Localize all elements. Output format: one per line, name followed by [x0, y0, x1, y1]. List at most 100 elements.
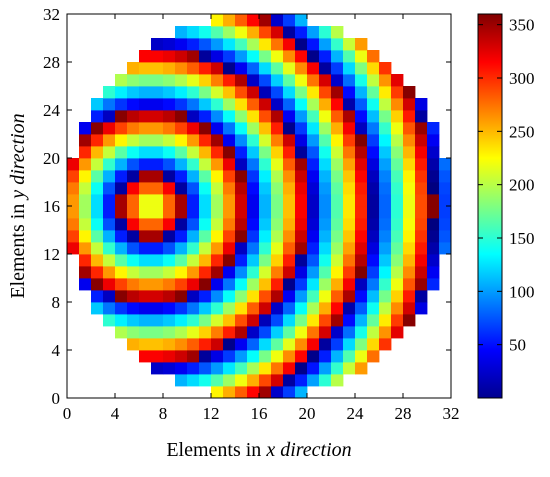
heatmap-cell: [103, 206, 116, 219]
heatmap-cell: [319, 194, 332, 207]
heatmap-cell: [211, 374, 224, 387]
heatmap-cell: [271, 302, 284, 315]
heatmap-cell: [343, 266, 356, 279]
heatmap-cell: [151, 158, 164, 171]
heatmap-cell: [127, 302, 140, 315]
heatmap-cell: [367, 134, 380, 147]
heatmap-cell: [79, 194, 92, 207]
heatmap-cell: [187, 290, 200, 303]
heatmap-cell: [175, 194, 188, 207]
heatmap-cell: [163, 314, 176, 327]
heatmap-cell: [115, 122, 128, 135]
heatmap-cell: [187, 38, 200, 51]
heatmap-cell: [295, 62, 308, 75]
heatmap-cell: [307, 326, 320, 339]
heatmap-cell: [415, 110, 428, 123]
heatmap-cell: [259, 254, 272, 267]
heatmap-cell: [259, 290, 272, 303]
heatmap-cell: [331, 302, 344, 315]
heatmap-cell: [259, 74, 272, 87]
heatmap-cell: [415, 218, 428, 231]
heatmap-cell: [271, 278, 284, 291]
heatmap-cell: [367, 110, 380, 123]
heatmap-cell: [127, 170, 140, 183]
heatmap-cell: [319, 158, 332, 171]
heatmap-cell: [379, 290, 392, 303]
heatmap-cell: [199, 26, 212, 39]
heatmap-cell: [367, 86, 380, 99]
heatmap-cell: [391, 278, 404, 291]
heatmap-cell: [127, 146, 140, 159]
heatmap-cell: [283, 242, 296, 255]
heatmap-cell: [223, 86, 236, 99]
heatmap-cell: [307, 122, 320, 135]
heatmap-cell: [235, 374, 248, 387]
heatmap-cell: [79, 242, 92, 255]
heatmap-cell: [247, 122, 260, 135]
heatmap-cell: [319, 98, 332, 111]
heatmap-cell: [331, 206, 344, 219]
colorbar-tick-label: 50: [509, 336, 526, 355]
heatmap-cell: [331, 158, 344, 171]
heatmap-cell: [379, 170, 392, 183]
heatmap-cell: [103, 170, 116, 183]
heatmap-cell: [259, 206, 272, 219]
heatmap-cell: [151, 206, 164, 219]
heatmap-cell: [103, 314, 116, 327]
y-tick-label: 0: [52, 389, 61, 408]
heatmap-cell: [151, 314, 164, 327]
heatmap-cell: [199, 230, 212, 243]
heatmap-cell: [319, 218, 332, 231]
colorbar: [477, 13, 503, 399]
heatmap-cell: [223, 158, 236, 171]
heatmap-cell: [199, 206, 212, 219]
heatmap-cell: [367, 146, 380, 159]
heatmap-cell: [343, 302, 356, 315]
heatmap-cell: [427, 266, 440, 279]
heatmap-cell: [199, 38, 212, 51]
heatmap-cell: [211, 74, 224, 87]
heatmap-cell: [235, 314, 248, 327]
heatmap-cell: [271, 338, 284, 351]
heatmap-cell: [175, 266, 188, 279]
heatmap-cell: [331, 182, 344, 195]
heatmap-cell: [259, 374, 272, 387]
heatmap-cell: [151, 146, 164, 159]
heatmap-cell: [283, 362, 296, 375]
heatmap-cell: [187, 230, 200, 243]
heatmap-cell: [331, 26, 344, 39]
heatmap-cell: [367, 278, 380, 291]
heatmap-cell: [199, 182, 212, 195]
heatmap-cell: [355, 278, 368, 291]
y-axis-label: Elements in y direction: [7, 113, 29, 298]
heatmap-cell: [307, 242, 320, 255]
heatmap-cell: [415, 158, 428, 171]
heatmap-cell: [367, 218, 380, 231]
heatmap-cell: [223, 338, 236, 351]
heatmap-cell: [271, 254, 284, 267]
heatmap-cell: [247, 146, 260, 159]
heatmap-cell: [79, 170, 92, 183]
x-tick-label: 32: [443, 404, 460, 423]
heatmap-cell: [103, 122, 116, 135]
heatmap-cell: [235, 338, 248, 351]
heatmap-cell: [187, 158, 200, 171]
heatmap-cell: [199, 218, 212, 231]
heatmap-cell: [235, 158, 248, 171]
heatmap-cell: [247, 98, 260, 111]
heatmap-cell: [283, 122, 296, 135]
heatmap-cell: [295, 278, 308, 291]
heatmap-cell: [187, 170, 200, 183]
heatmap-cell: [439, 242, 452, 255]
heatmap-cell: [391, 86, 404, 99]
heatmap-cell: [367, 50, 380, 63]
heatmap-cell: [103, 230, 116, 243]
heatmap-cell: [211, 146, 224, 159]
heatmap-cell: [379, 62, 392, 75]
heatmap-cell: [199, 242, 212, 255]
heatmap-cell: [223, 182, 236, 195]
heatmap-cell: [283, 146, 296, 159]
heatmap-cell: [319, 26, 332, 39]
heatmap-cell: [67, 182, 80, 195]
heatmap-cell: [139, 302, 152, 315]
